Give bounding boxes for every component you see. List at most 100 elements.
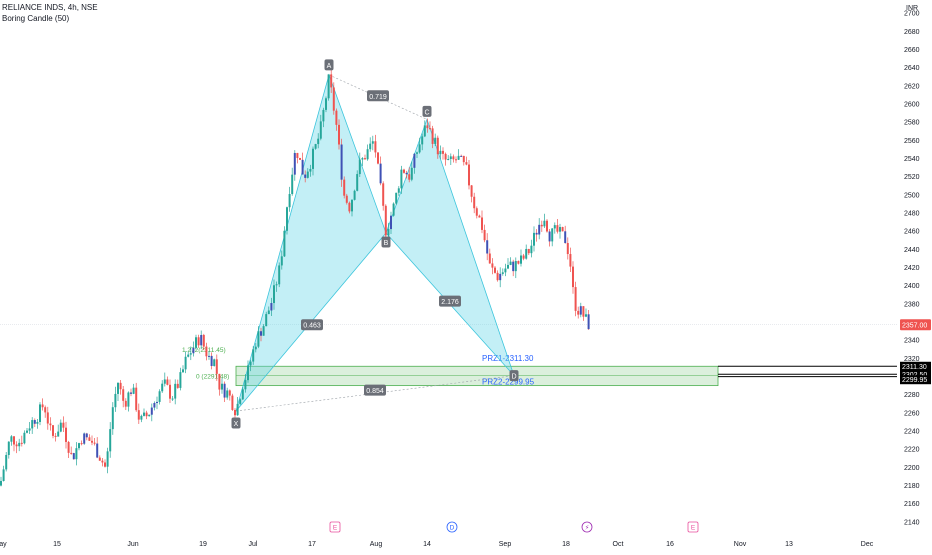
prz-price-badge-1: 2311.30 xyxy=(900,361,931,371)
candle-199 xyxy=(517,260,520,265)
candle-body xyxy=(273,285,275,304)
candle-73 xyxy=(189,346,192,361)
candle-body xyxy=(514,261,517,272)
candle-100 xyxy=(260,327,262,342)
y-tick-label: 2680 xyxy=(904,29,920,36)
candle-125 xyxy=(325,96,327,113)
prz-price-badge-bg xyxy=(900,375,931,385)
candle-53 xyxy=(137,403,140,424)
candle-body xyxy=(109,429,112,452)
candle-113 xyxy=(293,150,296,181)
candle-60 xyxy=(156,396,158,410)
candle-51 xyxy=(132,383,135,395)
indicator-label[interactable]: Boring Candle (50) xyxy=(2,14,70,23)
x-tick-Oct: Oct xyxy=(613,541,624,548)
candle-184 xyxy=(478,214,481,218)
candle-183 xyxy=(475,206,478,219)
candle-body xyxy=(7,441,10,455)
candle-77 xyxy=(200,330,203,350)
candle-body xyxy=(371,141,374,144)
candle-body xyxy=(187,354,190,357)
candle-148 xyxy=(384,204,387,242)
price-axis[interactable]: 2140216021802200222022402260228023002320… xyxy=(900,5,931,526)
candle-66 xyxy=(171,395,174,401)
candle-body xyxy=(98,457,101,461)
candle-body xyxy=(559,227,561,232)
candle-126 xyxy=(327,74,330,101)
candle-body xyxy=(457,155,460,160)
candle-body xyxy=(15,444,18,447)
candle-body xyxy=(234,409,236,416)
candle-119 xyxy=(309,164,312,177)
candle-32 xyxy=(83,432,86,445)
candle-185 xyxy=(481,210,483,234)
candle-102 xyxy=(265,311,268,327)
candle-4 xyxy=(10,435,13,446)
candle-body xyxy=(195,337,197,348)
candle-body xyxy=(564,231,567,244)
candle-body xyxy=(343,179,346,196)
candle-70 xyxy=(182,365,184,374)
prz-zone xyxy=(235,365,719,387)
candle-body xyxy=(400,169,403,189)
candle-57 xyxy=(148,414,151,417)
candle-body xyxy=(481,217,483,230)
candle-145 xyxy=(377,152,379,165)
candle-174 xyxy=(452,154,455,163)
candle-body xyxy=(239,399,242,404)
event-icon xyxy=(687,521,699,533)
ratio-badge xyxy=(301,319,323,331)
candle-8 xyxy=(20,435,23,447)
pattern-point-letter: C xyxy=(424,109,429,116)
candle-225 xyxy=(585,308,587,318)
candle-163 xyxy=(423,120,426,138)
candle-154 xyxy=(400,165,403,194)
candle-89 xyxy=(231,393,234,411)
symbol-title[interactable]: RELIANCE INDS, 4h, NSE xyxy=(2,3,98,12)
candle-79 xyxy=(205,342,208,361)
candle-body xyxy=(491,263,494,268)
candle-body xyxy=(434,137,437,144)
candle-body xyxy=(270,303,273,311)
candle-106 xyxy=(275,281,278,292)
candle-body xyxy=(46,412,49,424)
candle-223 xyxy=(579,302,582,318)
candle-118 xyxy=(306,168,309,179)
candle-188 xyxy=(488,248,491,264)
candle-37 xyxy=(96,437,99,459)
candle-98 xyxy=(254,343,257,353)
candle-87 xyxy=(226,387,229,400)
candle-body xyxy=(442,150,444,154)
candle-124 xyxy=(322,107,325,128)
candle-108 xyxy=(280,250,283,270)
candle-body xyxy=(410,167,413,180)
y-tick-label: 2660 xyxy=(904,47,920,54)
candle-65 xyxy=(169,379,171,403)
candle-body xyxy=(499,273,502,281)
prz-zone-layer: 1.272(2311.45)0 (2291.48)PRZ1-2311.30PRZ… xyxy=(182,347,897,387)
candle-182 xyxy=(473,192,476,214)
y-tick-label: 2600 xyxy=(904,101,920,108)
candle-body xyxy=(403,169,405,173)
candle-19 xyxy=(49,417,52,431)
x-tick-May: May xyxy=(0,541,7,548)
candle-body xyxy=(351,199,353,212)
x-tick-Sep: Sep xyxy=(499,541,512,548)
candle-30 xyxy=(78,442,80,451)
candle-194 xyxy=(504,263,507,277)
candle-body xyxy=(148,414,151,417)
candle-body xyxy=(153,402,156,408)
candle-120 xyxy=(312,146,314,176)
candle-130 xyxy=(338,119,340,150)
time-axis[interactable]: May 15 Jun 19 Jul 17 Aug 14 Sep 18 Oct 16 Nov 13 Dec xyxy=(0,541,874,548)
candle-84 xyxy=(218,373,221,396)
candle-body xyxy=(553,225,556,229)
prz-price-badge-bg xyxy=(900,361,931,371)
candle-156 xyxy=(405,170,408,179)
candle-136 xyxy=(353,189,356,201)
candle-97 xyxy=(252,346,255,365)
candle-109 xyxy=(283,226,286,258)
candle-146 xyxy=(379,156,382,186)
candle-body xyxy=(91,440,93,443)
